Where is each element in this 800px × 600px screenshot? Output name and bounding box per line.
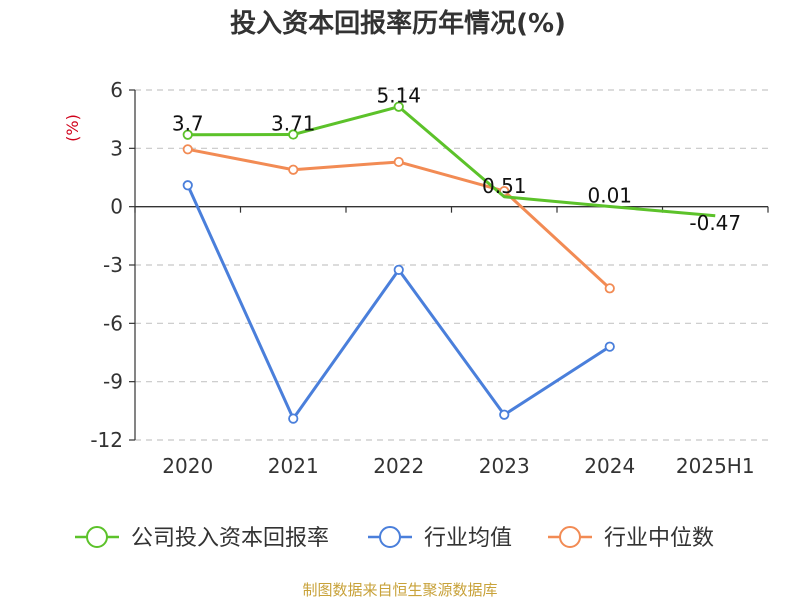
data-label: 0.01 bbox=[587, 183, 632, 207]
y-axis-label: (%) bbox=[63, 114, 82, 142]
data-point bbox=[393, 156, 404, 168]
grid-layer bbox=[135, 89, 768, 441]
data-point bbox=[182, 180, 193, 191]
y-tick-label: -3 bbox=[103, 253, 123, 277]
source-note: 制图数据来自恒生聚源数据库 bbox=[302, 581, 497, 599]
legend-label: 行业中位数 bbox=[604, 526, 714, 551]
data-label: 3.7 bbox=[172, 112, 204, 136]
label-layer: 3.7 3.71 5.14 0.51 0.01 -0.47 bbox=[172, 84, 741, 235]
data-label: -0.47 bbox=[689, 211, 741, 235]
legend: 公司投入资本回报率 行业均值 行业中位数 bbox=[75, 526, 714, 551]
x-tick-label: 2024 bbox=[584, 454, 635, 478]
data-point bbox=[182, 129, 193, 140]
data-point bbox=[393, 101, 404, 112]
y-tick-label: 3 bbox=[110, 136, 123, 160]
y-tick-label: 0 bbox=[110, 195, 123, 219]
axis-layer: 6 3 0 -3 -6 -9 -12 2020 2021 2022 2023 2024 2025H1 bbox=[90, 78, 769, 478]
data-point bbox=[393, 264, 404, 275]
data-label: 3.71 bbox=[271, 112, 316, 136]
x-tick-label: 2020 bbox=[162, 454, 213, 478]
y-tick-label: -6 bbox=[103, 311, 123, 335]
legend-swatch-marker bbox=[379, 526, 401, 548]
data-point bbox=[288, 413, 299, 424]
series-line bbox=[186, 184, 611, 421]
legend-swatch-marker bbox=[559, 526, 581, 548]
x-tick-label: 2021 bbox=[268, 454, 319, 478]
legend-swatch-marker bbox=[86, 526, 108, 548]
data-point bbox=[604, 283, 615, 294]
data-point bbox=[288, 129, 299, 140]
series-layer bbox=[182, 101, 716, 424]
data-point bbox=[499, 409, 510, 420]
data-point bbox=[182, 144, 193, 155]
legend-label: 行业均值 bbox=[424, 526, 512, 551]
series-line bbox=[187, 105, 716, 218]
data-point bbox=[288, 164, 299, 175]
y-tick-label: 6 bbox=[110, 78, 123, 102]
y-tick-label: -9 bbox=[103, 370, 123, 394]
data-point bbox=[604, 341, 615, 352]
chart-title: 投入资本回报率历年情况(%) bbox=[230, 8, 566, 39]
x-tick-label: 2025H1 bbox=[676, 454, 755, 478]
y-tick-label: -12 bbox=[90, 428, 123, 452]
data-label: 0.51 bbox=[482, 174, 527, 198]
x-tick-label: 2022 bbox=[373, 454, 424, 478]
data-label: 5.14 bbox=[376, 84, 421, 108]
x-tick-label: 2023 bbox=[479, 454, 530, 478]
legend-label: 公司投入资本回报率 bbox=[131, 526, 329, 551]
